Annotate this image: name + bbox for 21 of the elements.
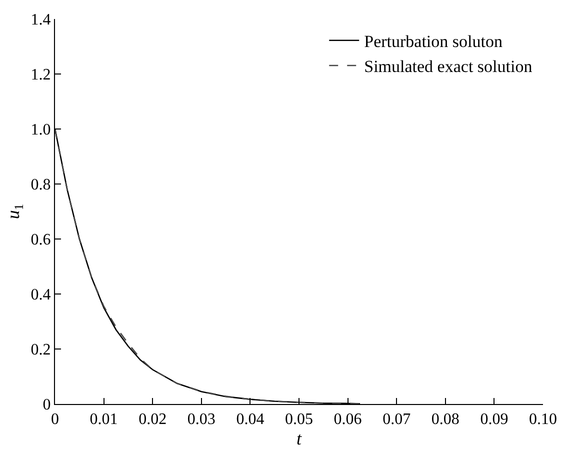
x-tick-label: 0.04 [236,411,264,428]
x-tick-label: 0.10 [529,411,557,428]
x-axis-title: t [296,428,302,448]
x-tick-label: 0.07 [382,411,411,428]
x-tick-label: 0.08 [431,411,460,428]
y-tick-label: 1.4 [30,12,51,29]
y-tick-label: 0.2 [30,342,51,359]
y-tick-label: 1.2 [30,66,51,84]
y-tick-label: 1.0 [30,122,51,139]
y-tick-label: 0 [42,396,51,414]
legend-label: Simulated exact solution [364,57,533,76]
x-tick-label: 0.05 [285,411,313,428]
legend-label: Perturbation soluton [364,32,503,52]
x-tick-label: 0.01 [90,411,118,428]
y-tick-label: 0.6 [30,232,51,249]
x-tick-label: 0.02 [138,411,167,428]
x-tick-label: 0.03 [187,411,216,428]
y-tick-label: 0.8 [30,176,51,194]
y-tick-label: 0.4 [30,286,51,304]
x-tick-label: 0.06 [334,411,362,428]
x-tick-label: 0.09 [480,411,508,428]
